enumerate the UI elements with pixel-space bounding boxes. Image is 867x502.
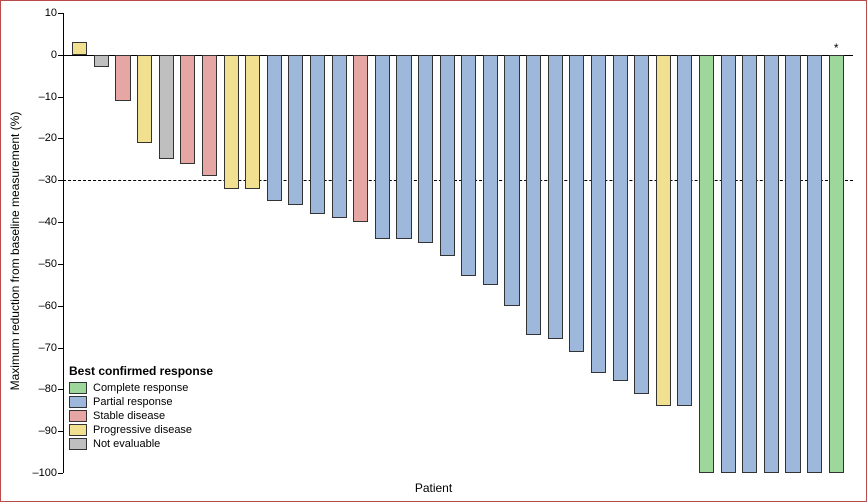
waterfall-bar xyxy=(721,55,736,473)
legend-swatch xyxy=(69,396,87,408)
legend-swatch xyxy=(69,438,87,450)
waterfall-bar xyxy=(591,55,606,373)
waterfall-bar xyxy=(245,55,260,189)
waterfall-bar xyxy=(526,55,541,335)
legend-label: Stable disease xyxy=(93,410,165,422)
waterfall-bar xyxy=(699,55,714,473)
y-tick-label: –60 xyxy=(17,300,57,312)
waterfall-bar xyxy=(202,55,217,176)
legend-swatch xyxy=(69,424,87,436)
y-tick-label: –10 xyxy=(17,91,57,103)
waterfall-bar xyxy=(656,55,671,406)
plot-area: –100–90–80–70–60–50–40–30–20–10010*Best … xyxy=(63,13,853,473)
waterfall-bar xyxy=(72,42,87,55)
waterfall-bar xyxy=(461,55,476,277)
waterfall-bar xyxy=(634,55,649,394)
waterfall-bar xyxy=(288,55,303,206)
waterfall-bar xyxy=(440,55,455,256)
waterfall-bar xyxy=(613,55,628,381)
waterfall-bar xyxy=(267,55,282,201)
y-tick xyxy=(58,306,63,307)
y-tick-label: 0 xyxy=(17,49,57,61)
legend-swatch xyxy=(69,382,87,394)
legend-title: Best confirmed response xyxy=(69,364,229,378)
y-tick-label: –50 xyxy=(17,258,57,270)
y-tick-label: –100 xyxy=(17,467,57,479)
y-tick xyxy=(58,348,63,349)
waterfall-bar xyxy=(548,55,563,339)
legend-item: Complete response xyxy=(69,382,229,394)
y-tick-label: –80 xyxy=(17,383,57,395)
waterfall-bar xyxy=(742,55,757,473)
waterfall-bar xyxy=(483,55,498,285)
waterfall-bar xyxy=(569,55,584,352)
waterfall-bar xyxy=(332,55,347,218)
y-tick-label: –20 xyxy=(17,132,57,144)
y-tick xyxy=(58,138,63,139)
waterfall-bar xyxy=(180,55,195,164)
y-tick-label: –30 xyxy=(17,174,57,186)
y-tick-label: –40 xyxy=(17,216,57,228)
waterfall-bar xyxy=(375,55,390,239)
y-tick xyxy=(58,222,63,223)
waterfall-bar xyxy=(137,55,152,143)
legend-item: Progressive disease xyxy=(69,424,229,436)
chart-frame: Maximum reduction from baseline measurem… xyxy=(0,0,867,502)
waterfall-bar xyxy=(159,55,174,160)
legend-item: Not evaluable xyxy=(69,438,229,450)
y-tick xyxy=(58,389,63,390)
legend-swatch xyxy=(69,410,87,422)
waterfall-bar xyxy=(115,55,130,101)
waterfall-bar xyxy=(677,55,692,406)
x-axis-label: Patient xyxy=(415,481,452,495)
legend-label: Partial response xyxy=(93,396,173,408)
y-axis xyxy=(63,13,64,473)
y-tick xyxy=(58,264,63,265)
legend-label: Complete response xyxy=(93,382,188,394)
waterfall-bar xyxy=(224,55,239,189)
waterfall-bar xyxy=(829,55,844,473)
waterfall-bar xyxy=(807,55,822,473)
legend-label: Progressive disease xyxy=(93,424,192,436)
waterfall-bar xyxy=(396,55,411,239)
waterfall-bar xyxy=(785,55,800,473)
legend-item: Partial response xyxy=(69,396,229,408)
waterfall-bar xyxy=(310,55,325,214)
y-tick xyxy=(58,97,63,98)
waterfall-bar xyxy=(764,55,779,473)
waterfall-bar xyxy=(418,55,433,243)
y-tick xyxy=(58,13,63,14)
y-tick xyxy=(58,473,63,474)
asterisk-marker: * xyxy=(834,41,839,55)
y-tick-label: –90 xyxy=(17,425,57,437)
legend: Best confirmed response Complete response… xyxy=(69,364,229,452)
y-tick xyxy=(58,55,63,56)
y-tick-label: 10 xyxy=(17,7,57,19)
y-tick-label: –70 xyxy=(17,342,57,354)
waterfall-bar xyxy=(504,55,519,306)
waterfall-bar xyxy=(353,55,368,222)
legend-label: Not evaluable xyxy=(93,438,160,450)
y-tick xyxy=(58,431,63,432)
waterfall-bar xyxy=(94,55,109,68)
legend-item: Stable disease xyxy=(69,410,229,422)
